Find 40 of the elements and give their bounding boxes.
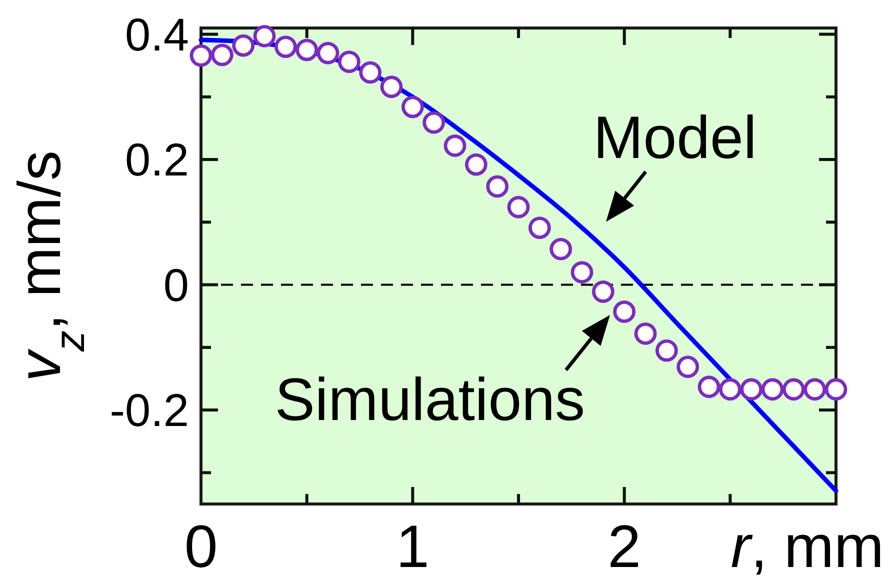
point xyxy=(338,50,360,74)
point xyxy=(804,378,826,401)
point xyxy=(190,44,212,67)
point xyxy=(634,322,657,345)
point xyxy=(380,76,403,98)
point xyxy=(422,111,446,134)
point xyxy=(316,42,340,64)
x-axis-title: r, mm xyxy=(730,513,884,577)
point xyxy=(274,36,297,58)
point xyxy=(782,378,805,401)
point xyxy=(444,134,466,157)
point xyxy=(359,61,382,84)
point xyxy=(507,196,530,218)
point xyxy=(761,378,784,401)
y-tick-label: 0 xyxy=(163,258,189,311)
point xyxy=(401,96,424,118)
point xyxy=(210,44,234,66)
point xyxy=(570,261,594,284)
y-tick-label: 0.2 xyxy=(125,134,189,186)
point xyxy=(232,34,255,57)
y-tick-label: -0.2 xyxy=(110,384,189,436)
point xyxy=(655,339,678,362)
point xyxy=(676,356,700,378)
annotation: Simulations xyxy=(274,366,585,433)
point xyxy=(550,238,572,260)
point xyxy=(824,378,848,401)
point xyxy=(613,300,636,323)
y-tick-label: 0.4 xyxy=(125,8,189,60)
point xyxy=(296,38,318,62)
x-tick-label: 1 xyxy=(396,513,430,577)
point xyxy=(464,153,488,176)
point xyxy=(698,376,720,398)
point xyxy=(528,216,551,239)
point xyxy=(486,175,509,198)
point xyxy=(718,378,742,401)
x-tick-label: 2 xyxy=(608,513,642,577)
point xyxy=(740,378,763,401)
point xyxy=(592,280,614,303)
annotation: Model xyxy=(593,104,757,171)
point xyxy=(253,24,276,48)
